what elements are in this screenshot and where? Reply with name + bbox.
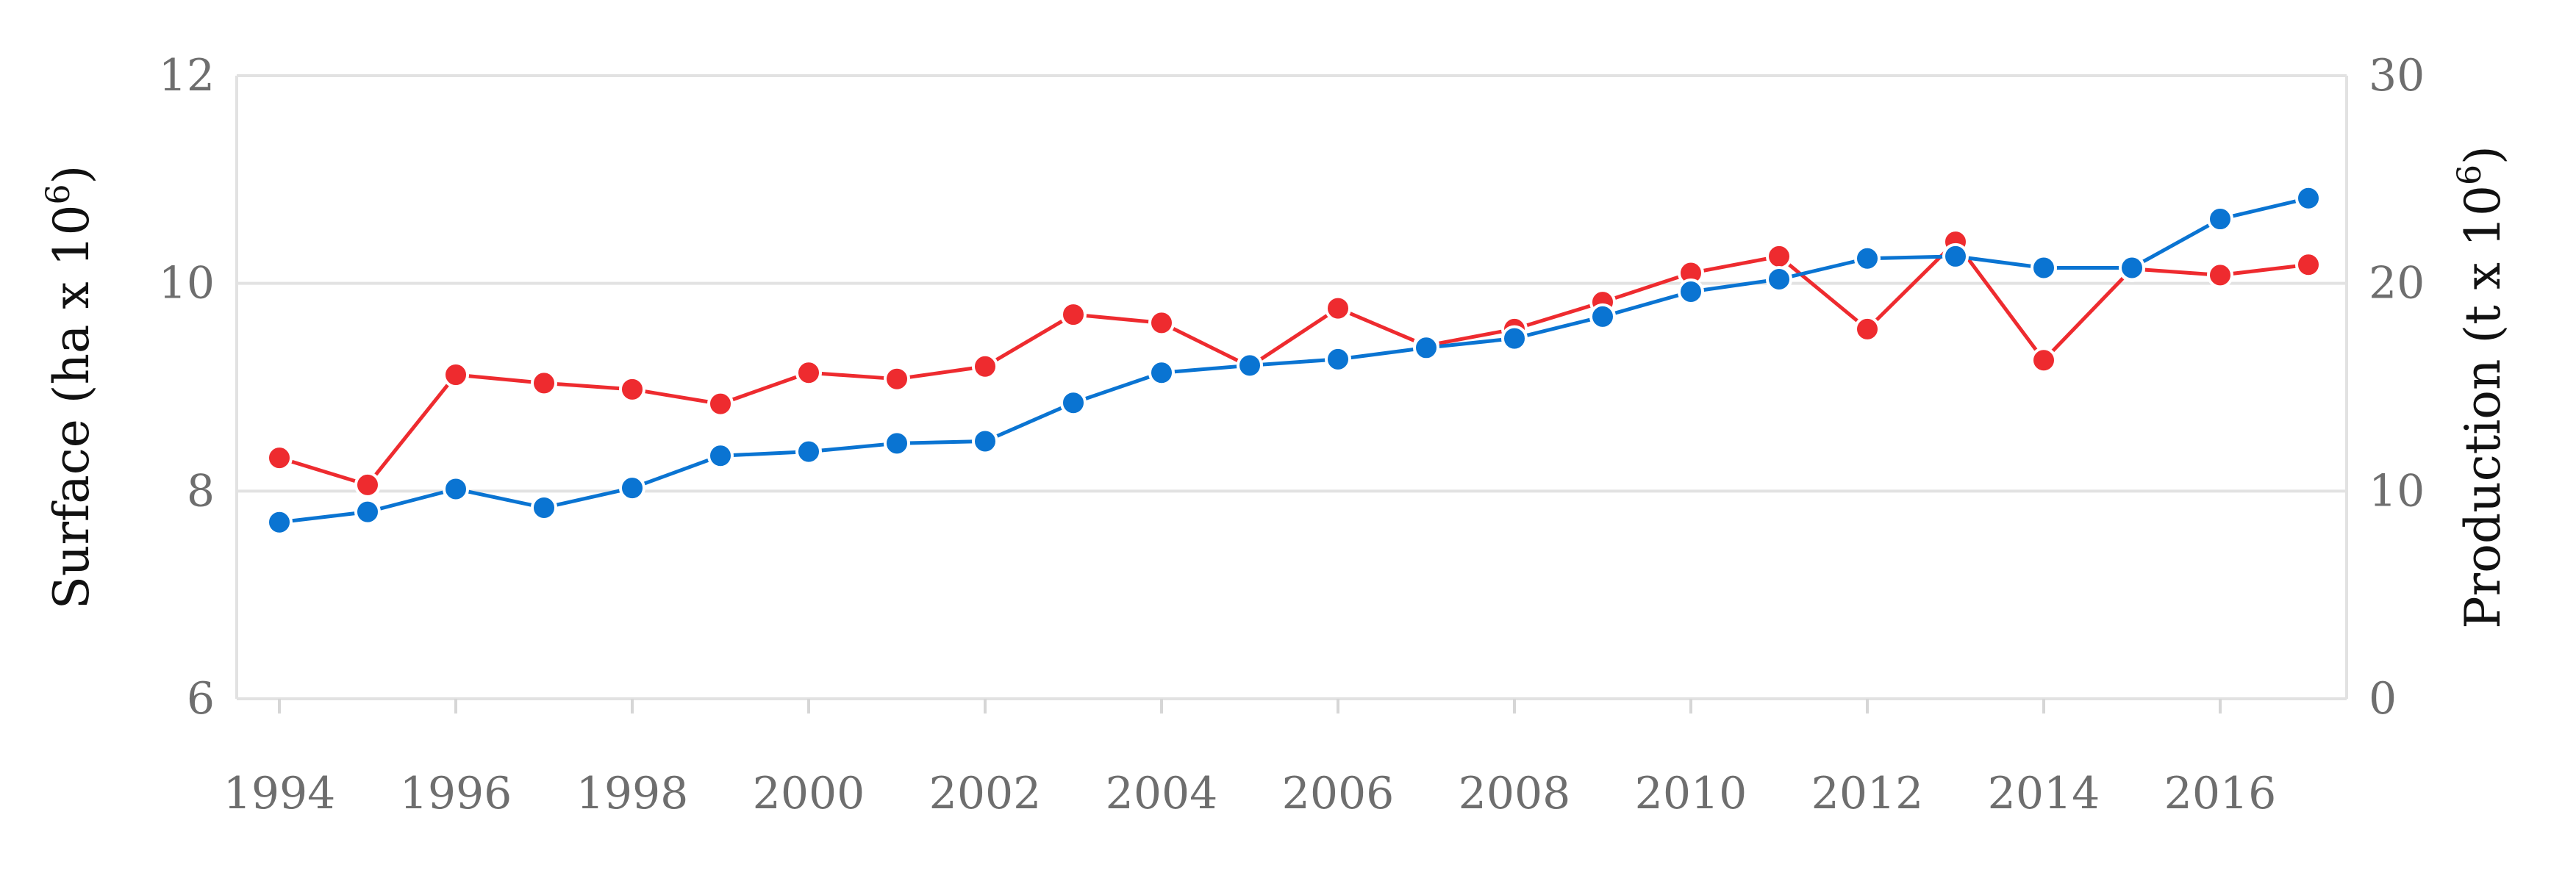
x-tick-label: 2014: [1988, 768, 2100, 819]
series-point-right-2003: [1060, 301, 1087, 328]
series-point-right-2017: [2295, 251, 2322, 278]
series-point-left-2006: [1325, 345, 1351, 373]
series-point-left-1999: [707, 442, 734, 470]
series-point-right-2011: [1766, 242, 1792, 270]
x-tick-label: 2012: [1811, 768, 1924, 819]
x-tick-label: 2004: [1106, 768, 1218, 819]
series-point-right-2016: [2207, 262, 2233, 289]
series-point-left-2011: [1766, 266, 1792, 293]
x-tick-label: 1998: [576, 768, 689, 819]
series-point-right-1999: [707, 390, 734, 417]
series-point-right-2001: [884, 365, 910, 392]
series-point-left-1997: [531, 494, 557, 521]
y-left-axis-title-main: Surface (ha x 10: [43, 204, 100, 609]
series-layer: [266, 184, 2322, 536]
y-left-tick-label: 10: [159, 258, 215, 309]
series-point-left-2000: [795, 438, 822, 465]
series-point-right-1997: [531, 370, 557, 397]
series-point-left-2009: [1589, 303, 1616, 330]
series-point-left-2013: [1942, 242, 1969, 270]
series-point-left-2003: [1060, 389, 1087, 417]
x-tick-label: 2000: [753, 768, 865, 819]
y-right-tick-label: 0: [2369, 673, 2397, 725]
axis-layer: [235, 76, 2348, 713]
grid-layer: [237, 74, 2347, 700]
series-point-right-2000: [795, 359, 822, 387]
series-point-left-2012: [1854, 245, 1881, 272]
y-left-axis-title-close: ): [43, 165, 100, 184]
series-point-right-1994: [266, 445, 293, 472]
series-point-left-2014: [2031, 254, 2057, 281]
x-tick-label: 2002: [929, 768, 1042, 819]
y-right-tick-label: 30: [2369, 50, 2425, 101]
series-line-left: [279, 196, 2309, 525]
series-point-left-1998: [619, 475, 645, 502]
series-point-right-1995: [354, 471, 381, 498]
y-left-axis-title: Surface (ha x 106): [40, 165, 100, 610]
x-tick-label: 2008: [1459, 768, 1571, 819]
series-point-left-1996: [443, 475, 469, 503]
y-left-axis-title-superscript: 6: [40, 184, 77, 204]
series-point-right-2002: [972, 353, 998, 380]
y-right-axis-title-close: ): [2455, 145, 2511, 165]
series-point-right-2014: [2031, 347, 2057, 374]
series-point-left-2002: [972, 428, 998, 455]
y-left-tick-label: 12: [159, 50, 215, 101]
y-left-tick-label: 6: [187, 673, 215, 725]
y-left-tick-label: 8: [187, 465, 215, 517]
x-tick-label: 2010: [1635, 768, 1747, 819]
series-point-left-2004: [1148, 359, 1175, 387]
series-point-left-2017: [2295, 184, 2322, 212]
series-point-left-2005: [1237, 352, 1263, 379]
series-point-left-2010: [1678, 278, 1704, 305]
series-point-right-2006: [1325, 295, 1351, 322]
label-layer: 1994 1996 1998 2000 2002 2004 2006 2008 2010 2012…: [40, 50, 2511, 819]
x-tick-label: 2006: [1282, 768, 1395, 819]
series-point-right-2004: [1148, 309, 1175, 337]
y-right-tick-label: 20: [2369, 258, 2425, 309]
series-point-left-1995: [354, 498, 381, 525]
x-tick-label: 1996: [400, 768, 512, 819]
y-right-axis-title: Production (t x 106): [2451, 145, 2511, 628]
y-right-axis-title-main: Production (t x 10: [2455, 185, 2511, 629]
series-point-right-1996: [443, 362, 469, 389]
series-point-left-2008: [1501, 325, 1528, 352]
series-point-left-2001: [884, 430, 910, 457]
series-point-left-2016: [2207, 206, 2233, 233]
series-point-left-2015: [2119, 254, 2145, 281]
series-point-left-2007: [1413, 334, 1439, 362]
series-line-right: [279, 240, 2309, 487]
series-point-right-2012: [1854, 315, 1881, 342]
x-tick-label: 2016: [2164, 768, 2277, 819]
series-point-left-1994: [266, 508, 293, 536]
series-point-right-1998: [619, 375, 645, 403]
y-right-axis-title-superscript: 6: [2451, 165, 2489, 185]
y-right-tick-label: 10: [2369, 465, 2425, 517]
x-tick-label: 1994: [223, 768, 336, 819]
